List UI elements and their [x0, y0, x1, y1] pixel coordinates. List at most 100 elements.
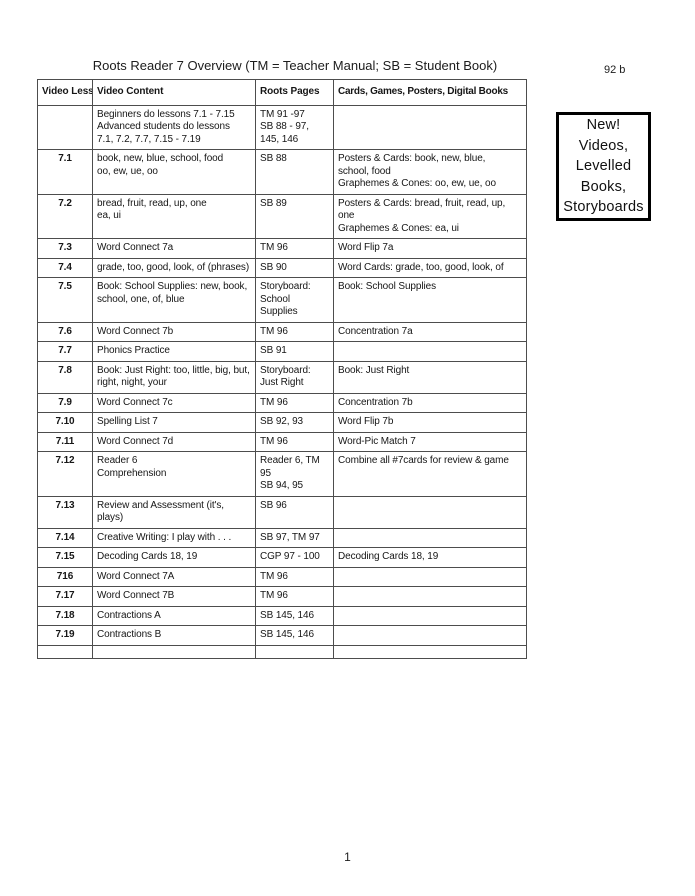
cards-cell: Posters & Cards: book, new, blue, school…	[333, 149, 527, 195]
content-cell: Word Connect 7b	[92, 321, 256, 342]
table-row: 7.12 Reader 6 Comprehension Reader 6, TM…	[37, 451, 527, 497]
pages-cell: SB 145, 146	[255, 625, 334, 646]
corner-label: 92 b	[604, 64, 626, 76]
table-row	[37, 644, 527, 659]
cards-cell: Decoding Cards 18, 19	[333, 547, 527, 568]
content-cell: book, new, blue, school, food oo, ew, ue…	[92, 149, 256, 195]
col-header-roots-pages: Roots Pages	[255, 79, 334, 106]
table-row: 7.9 Word Connect 7c TM 96 Concentration …	[37, 392, 527, 413]
cards-cell	[333, 341, 527, 362]
table-row: 7.2 bread, fruit, read, up, one ea, ui S…	[37, 193, 527, 239]
col-header-cards-games: Cards, Games, Posters, Digital Books	[333, 79, 527, 106]
pages-cell: TM 96	[255, 321, 334, 342]
table-row: 7.1 book, new, blue, school, food oo, ew…	[37, 149, 527, 195]
lesson-cell: 7.6	[37, 321, 93, 342]
content-cell: Word Connect 7d	[92, 431, 256, 452]
cards-cell	[333, 586, 527, 607]
content-cell: Word Connect 7B	[92, 586, 256, 607]
lesson-cell	[37, 644, 93, 659]
lesson-cell: 7.8	[37, 360, 93, 394]
cards-cell: Posters & Cards: bread, fruit, read, up,…	[333, 193, 527, 239]
content-cell: Beginners do lessons 7.1 - 7.15 Advanced…	[92, 104, 256, 150]
lesson-cell: 7.11	[37, 431, 93, 452]
cards-cell: Combine all #7cards for review & game	[333, 451, 527, 497]
content-cell: Creative Writing: I play with . . .	[92, 527, 256, 548]
lesson-cell: 7.12	[37, 451, 93, 497]
lesson-cell: 7.9	[37, 392, 93, 413]
cards-cell	[333, 566, 527, 587]
pages-cell: Storyboard: Just Right	[255, 360, 334, 394]
table-row: 7.13 Review and Assessment (it's, plays)…	[37, 495, 527, 529]
table-row: 7.17 Word Connect 7B TM 96	[37, 586, 527, 607]
callout-line: Videos,	[578, 137, 629, 154]
lesson-cell: 7.10	[37, 412, 93, 433]
table-row: 7.11 Word Connect 7d TM 96 Word-Pic Matc…	[37, 431, 527, 452]
cards-cell	[333, 605, 527, 626]
table-row: 7.7 Phonics Practice SB 91	[37, 341, 527, 362]
col-header-video-content: Video Content	[92, 79, 256, 106]
cards-cell	[333, 495, 527, 529]
lesson-cell: 7.14	[37, 527, 93, 548]
lesson-cell: 7.1	[37, 149, 93, 195]
cards-cell	[333, 104, 527, 150]
new-items-callout: New! Videos, Levelled Books, Storyboards	[556, 112, 651, 221]
pages-cell: SB 90	[255, 257, 334, 278]
content-cell: Word Connect 7a	[92, 238, 256, 259]
pages-cell: CGP 97 - 100	[255, 547, 334, 568]
pages-cell: SB 91	[255, 341, 334, 362]
callout-line: Levelled	[575, 158, 632, 175]
callout-line: Books,	[580, 178, 627, 195]
content-cell: Word Connect 7c	[92, 392, 256, 413]
pages-cell: TM 96	[255, 238, 334, 259]
col-header-video-lesson: Video Lesson	[37, 79, 93, 106]
pages-cell: Reader 6, TM 95 SB 94, 95	[255, 451, 334, 497]
overview-table: Video Lesson Video Content Roots Pages C…	[37, 79, 527, 659]
cards-cell	[333, 625, 527, 646]
lesson-cell: 7.18	[37, 605, 93, 626]
content-cell: bread, fruit, read, up, one ea, ui	[92, 193, 256, 239]
content-cell: Contractions B	[92, 625, 256, 646]
callout-line: New!	[586, 117, 621, 134]
table-row: 7.18 Contractions A SB 145, 146	[37, 605, 527, 626]
lesson-cell: 7.2	[37, 193, 93, 239]
pages-cell: TM 96	[255, 392, 334, 413]
lesson-cell: 7.15	[37, 547, 93, 568]
content-cell	[92, 644, 256, 659]
content-cell: grade, too, good, look, of (phrases)	[92, 257, 256, 278]
content-cell: Reader 6 Comprehension	[92, 451, 256, 497]
content-cell: Contractions A	[92, 605, 256, 626]
cards-cell: Concentration 7b	[333, 392, 527, 413]
cards-cell: Concentration 7a	[333, 321, 527, 342]
pages-cell: SB 97, TM 97	[255, 527, 334, 548]
pages-cell: TM 96	[255, 586, 334, 607]
pages-cell: SB 89	[255, 193, 334, 239]
table-row: 7.6 Word Connect 7b TM 96 Concentration …	[37, 321, 527, 342]
content-cell: Decoding Cards 18, 19	[92, 547, 256, 568]
lesson-cell: 716	[37, 566, 93, 587]
table-row: 7.5 Book: School Supplies: new, book, sc…	[37, 277, 527, 323]
pages-cell: TM 96	[255, 566, 334, 587]
lesson-cell: 7.7	[37, 341, 93, 362]
lesson-cell: 7.17	[37, 586, 93, 607]
lesson-cell: 7.13	[37, 495, 93, 529]
cards-cell: Word Flip 7a	[333, 238, 527, 259]
content-cell: Word Connect 7A	[92, 566, 256, 587]
table-row: 7.19 Contractions B SB 145, 146	[37, 625, 527, 646]
lesson-cell: 7.19	[37, 625, 93, 646]
header-row: Video Lesson Video Content Roots Pages C…	[37, 79, 527, 106]
pages-cell: SB 96	[255, 495, 334, 529]
cards-cell: Word Flip 7b	[333, 412, 527, 433]
lesson-cell: 7.4	[37, 257, 93, 278]
table-body: Beginners do lessons 7.1 - 7.15 Advanced…	[37, 104, 527, 659]
table-row: 7.4 grade, too, good, look, of (phrases)…	[37, 257, 527, 278]
content-cell: Spelling List 7	[92, 412, 256, 433]
cards-cell: Book: School Supplies	[333, 277, 527, 323]
page-title: Roots Reader 7 Overview (TM = Teacher Ma…	[92, 58, 498, 73]
lesson-cell: 7.3	[37, 238, 93, 259]
pages-cell	[255, 644, 334, 659]
lesson-cell	[37, 104, 93, 150]
table-row: 7.10 Spelling List 7 SB 92, 93 Word Flip…	[37, 412, 527, 433]
table-row: 716 Word Connect 7A TM 96	[37, 566, 527, 587]
table-row: 7.14 Creative Writing: I play with . . .…	[37, 527, 527, 548]
